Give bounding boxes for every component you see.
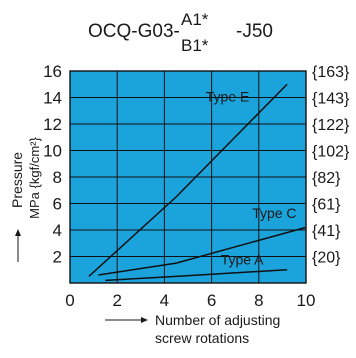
x-axis-label: Number of adjusting screw rotations [155,312,284,346]
series-label: Type C [252,205,296,221]
chart-title: OCQ-G03- A1* B1* -J50 [88,9,273,56]
title-upper: A1* [181,10,209,29]
y2-tick-labels: {20} {41} {61} {82} {102} {122} {143} {163} [312,64,350,267]
title-lower: B1* [181,36,209,55]
x-axis-label-line-2: screw rotations [155,330,249,346]
x-tick-labels: 0 2 4 6 8 10 [65,291,315,310]
y-axis-label: Pressure MPa {kgf/cm²} [9,137,42,219]
y-tick-label: 16 [43,62,62,81]
series-labels: Type E Type C Type A [206,88,297,267]
y2-tick-label: {143} [312,91,350,108]
y-tick-label: 14 [43,89,62,108]
y-tick-label: 8 [53,168,62,187]
title-suffix: -J50 [236,21,273,42]
series-label: Type E [206,88,250,104]
y2-tick-label: {20} [312,250,341,267]
title-prefix: OCQ-G03- [88,21,180,42]
y-tick-label: 4 [53,221,62,240]
series-line-type-c [98,226,307,276]
y-tick-label: 6 [53,195,62,214]
y-tick-labels: 2 4 6 8 10 12 14 16 [43,62,62,267]
y-axis-label-line-2: MPa {kgf/cm²} [27,137,42,219]
y-tick-label: 12 [43,115,62,134]
x-tick-label: 10 [297,291,316,310]
y2-tick-label: {61} [312,197,341,214]
y-axis-label-line-1: Pressure [9,152,25,208]
series-line-type-e [88,83,288,277]
y2-tick-label: {122} [312,117,350,134]
y2-tick-label: {102} [312,144,350,161]
x-tick-label: 8 [254,291,263,310]
x-tick-label: 2 [112,291,121,310]
y2-tick-label: {41} [312,223,341,240]
series-lines [88,83,307,282]
grid [70,71,306,283]
x-tick-label: 0 [65,291,74,310]
y2-tick-label: {82} [312,170,341,187]
x-tick-label: 4 [160,291,169,310]
x-tick-label: 6 [207,291,216,310]
series-label: Type A [221,251,264,267]
x-axis-label-line-1: Number of adjusting [155,312,280,328]
y-tick-label: 10 [43,142,62,161]
y-tick-label: 2 [53,248,62,267]
series-line-type-a [105,269,288,282]
y-axis-arrow [15,229,21,262]
x-axis-arrow [105,317,148,323]
y2-tick-label: {163} [312,64,350,81]
